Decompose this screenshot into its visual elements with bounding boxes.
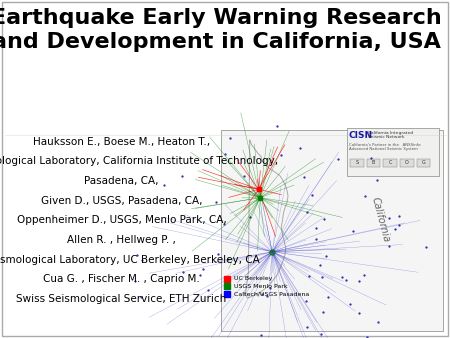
Text: Allen R. , Hellweg P. ,: Allen R. , Hellweg P. , [67,235,176,245]
FancyBboxPatch shape [346,128,439,176]
FancyBboxPatch shape [400,159,414,167]
Text: Oppenheimer D., USGS, Menlo Park, CA,: Oppenheimer D., USGS, Menlo Park, CA, [17,215,226,225]
Text: Hauksson E., Boese M., Heaton T.,: Hauksson E., Boese M., Heaton T., [33,137,210,147]
Text: C: C [388,161,392,165]
Text: Pasadena, CA,: Pasadena, CA, [84,176,159,186]
Text: Given D., USGS, Pasadena, CA,: Given D., USGS, Pasadena, CA, [41,196,202,206]
FancyBboxPatch shape [367,159,380,167]
Text: California: California [369,196,391,243]
FancyBboxPatch shape [350,159,364,167]
Text: Cua G. , Fischer M. , Caprio M.: Cua G. , Fischer M. , Caprio M. [43,274,200,284]
Text: B: B [372,161,375,165]
Text: CISN: CISN [349,131,373,140]
Text: California's Partner in the   ANSSinfo
Advanced National Seismic System: California's Partner in the ANSSinfo Adv… [349,143,420,151]
Text: UC Berkeley: UC Berkeley [234,276,272,281]
FancyBboxPatch shape [383,159,397,167]
Text: Swiss Seismological Service, ETH Zurich: Swiss Seismological Service, ETH Zurich [16,294,227,304]
Text: O: O [405,161,409,165]
FancyBboxPatch shape [220,130,443,331]
Text: California Integrated
Seismic Network: California Integrated Seismic Network [368,131,413,140]
FancyBboxPatch shape [417,159,430,167]
Text: USGS Menlo Park: USGS Menlo Park [234,284,288,289]
Text: Earthquake Early Warning Research
and Development in California, USA: Earthquake Early Warning Research and De… [0,8,441,52]
Text: Seismological Laboratory, UC Berkeley, Berkeley, CA: Seismological Laboratory, UC Berkeley, B… [0,255,259,265]
Text: Caltech/USGS Pasadena: Caltech/USGS Pasadena [234,291,309,296]
Text: G: G [422,161,425,165]
Text: S: S [356,161,358,165]
Text: Seismological Laboratory, California Institute of Technology,: Seismological Laboratory, California Ins… [0,156,279,167]
